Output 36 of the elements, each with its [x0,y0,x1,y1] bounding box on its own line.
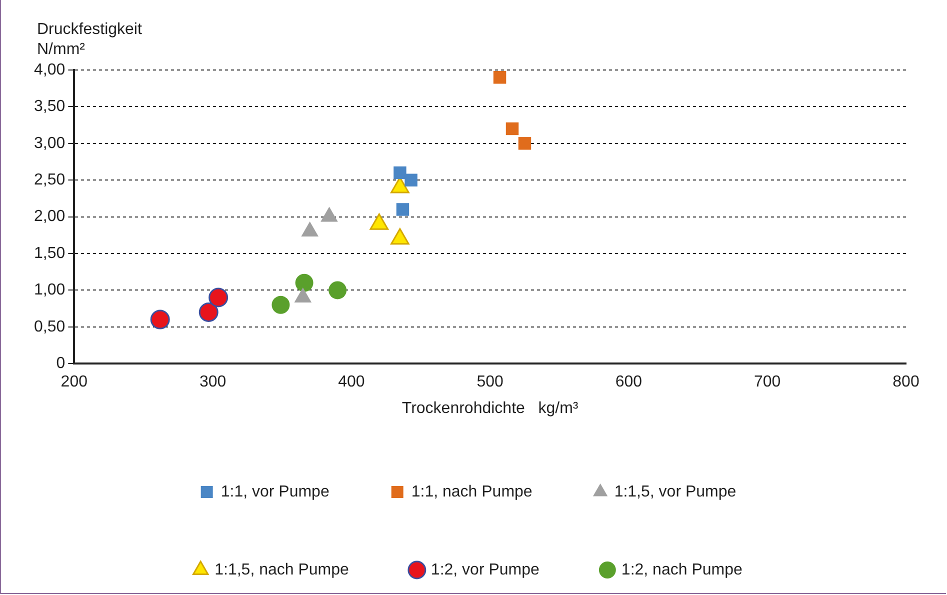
point [328,281,347,300]
legend-label: 1:1, nach Pumpe [411,483,532,500]
y-tick-label: 3,00 [34,134,66,152]
x-tick-label: 200 [60,374,88,391]
y-tick-label: 0 [56,355,66,372]
y-tick-label: 2,50 [34,172,66,189]
point [506,122,519,136]
x-tick-label: 300 [199,374,226,391]
point [295,274,314,292]
x-tick-label: 400 [338,374,365,391]
y-tick-label: 4,00 [34,61,66,78]
y-tick-label: 0,50 [34,318,66,336]
point [396,203,410,216]
legend-label: 1:2, vor Pumpe [430,561,540,578]
point [394,166,406,180]
legend-label: 1:2, nach Pumpe [621,561,742,578]
x-tick-label: 600 [615,374,642,391]
point [518,137,532,150]
y-axis-title: Druckfestigkeit N/mm² [37,20,143,60]
point [150,310,170,330]
point [404,174,418,186]
y-tick-label: 1,50 [34,244,66,262]
point [272,296,290,314]
x-tick-label: 500 [476,374,504,391]
y-tick-label: 3,50 [34,98,66,116]
legend-label: 1:1,5, nach Pumpe [214,561,350,578]
legend-label: 1:1,5, vor Pumpe [614,483,736,500]
point [208,288,228,308]
x-axis-title: Trockenrohdichte kg/m³ [402,400,579,417]
x-tick-label: 700 [754,374,781,391]
point [493,70,506,84]
point [198,302,218,322]
y-tick-label: 2,00 [34,208,66,226]
legend-label: 1:1, vor Pumpe [220,483,330,500]
y-tick-label: 1,00 [34,282,66,299]
x-tick-label: 800 [892,374,920,391]
